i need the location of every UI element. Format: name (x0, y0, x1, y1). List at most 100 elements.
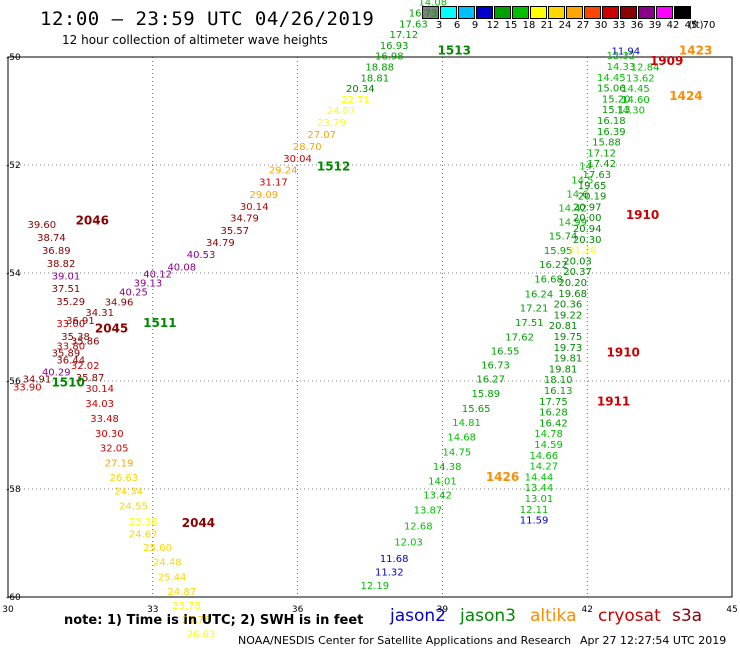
color-swatch (566, 6, 583, 19)
wave-height-point: 14.01 (428, 477, 457, 488)
wave-height-point: 34.79 (206, 238, 235, 249)
wave-height-point: 14.68 (447, 432, 476, 443)
wave-height-point: 14.30 (616, 106, 645, 117)
color-swatch (494, 6, 511, 19)
color-scale-label: 36 (630, 20, 644, 31)
footer-timestamp: Apr 27 12:27:54 UTC 2019 (580, 634, 727, 647)
color-swatch (620, 6, 637, 19)
wave-height-point: 12.84 (631, 63, 660, 74)
color-swatch (530, 6, 547, 19)
x-tick-label: 33 (147, 605, 158, 615)
page-title: 12:00 – 23:59 UTC 04/26/2019 (40, 8, 375, 30)
track-number-label: 1909 (650, 54, 683, 68)
wave-height-point: 20.03 (563, 256, 592, 267)
footer-credit: NOAA/NESDIS Center for Satellite Applica… (238, 634, 572, 647)
wave-height-point: 14.75 (443, 448, 472, 459)
y-tick-label: -52 (6, 161, 21, 171)
x-tick-label: 45 (726, 605, 737, 615)
wave-height-point: 20.30 (573, 235, 602, 246)
wave-height-point: 14.27 (529, 462, 558, 473)
wave-height-point: 16.73 (409, 9, 438, 20)
wave-height-point: 17.63 (399, 19, 428, 30)
color-scale-label: 18 (522, 20, 536, 31)
wave-height-point: 38.82 (47, 259, 76, 270)
wave-height-point: 16.28 (539, 408, 568, 419)
wave-height-point: 14.81 (452, 418, 481, 429)
wave-height-point: 14.08 (418, 0, 447, 9)
wave-height-point: 40.08 (167, 262, 196, 273)
color-scale-label: 24 (558, 20, 572, 31)
wave-height-point: 24.48 (153, 558, 182, 569)
wave-height-point: 34.96 (105, 297, 134, 308)
track-number-label: 1423 (679, 43, 712, 57)
wave-height-point: 30.14 (240, 202, 269, 213)
wave-height-point: 36.89 (42, 246, 71, 257)
track-number-label: 1910 (626, 208, 659, 222)
wave-height-point: 11.59 (520, 516, 549, 527)
wave-height-point: 14.45 (597, 73, 626, 84)
wave-height-point: 12.11 (520, 505, 549, 516)
color-scale-label: 33 (612, 20, 626, 31)
wave-height-point: 21.26 (568, 246, 597, 257)
wave-height-point: 16.18 (597, 116, 626, 127)
track-number-label: 2045 (95, 321, 128, 335)
wave-height-point: 14.99 (558, 217, 587, 228)
color-scale-label: 45 (684, 20, 698, 31)
wave-height-point: 16.68 (534, 275, 563, 286)
wave-height-point: 15.20 (602, 94, 631, 105)
wave-height-point: 30.30 (95, 429, 124, 440)
wave-height-point: 29.24 (269, 166, 298, 177)
wave-height-point: 15.65 (462, 404, 491, 415)
color-scale-label: 12 (486, 20, 500, 31)
mission-label-altika: altika (530, 606, 577, 626)
color-swatch (440, 6, 457, 19)
wave-height-point: 13.44 (525, 483, 554, 494)
color-swatch (458, 6, 475, 19)
wave-height-point: 19.65 (578, 181, 607, 192)
wave-height-point: 15.89 (472, 389, 501, 400)
track-number-label: 1911 (597, 394, 630, 408)
color-scale-label: 27 (576, 20, 590, 31)
y-tick-label: -60 (6, 593, 21, 603)
color-scale-label: 9 (471, 20, 479, 31)
color-scale-swatches (422, 6, 692, 19)
wave-height-point: 14.38 (433, 462, 462, 473)
mission-label-s3a: s3a (672, 606, 703, 626)
wave-height-point: 16.42 (539, 418, 568, 429)
color-scale-label: 70 (702, 20, 716, 31)
wave-height-point: 18.10 (544, 375, 573, 386)
wave-height-point: 19.81 (554, 354, 583, 365)
mission-label-cryosat: cryosat (598, 606, 661, 626)
wave-height-point: 17.63 (583, 170, 612, 181)
wave-height-point: 17.62 (505, 333, 534, 344)
wave-height-point: 40.12 (143, 269, 172, 280)
wave-height-point: 26.63 (187, 630, 216, 641)
color-swatch (512, 6, 529, 19)
wave-height-point: 31.17 (259, 178, 288, 189)
color-scale-label: 42 (666, 20, 680, 31)
wave-height-point: 27.19 (105, 458, 134, 469)
wave-height-point: 20.36 (554, 300, 583, 311)
wave-height-point: 35.87 (76, 373, 105, 384)
wave-height-point: 19.22 (554, 310, 583, 321)
wave-height-point: 15.06 (597, 84, 626, 95)
wave-height-point: 20.97 (573, 202, 602, 213)
wave-height-point: 15.74 (549, 232, 578, 243)
wave-height-point: 25.76 (182, 615, 211, 626)
wave-height-point: 15.95 (544, 246, 573, 257)
wave-height-point: 25.60 (143, 543, 172, 554)
page-subtitle: 12 hour collection of altimeter wave hei… (62, 33, 328, 47)
wave-height-point: 13.42 (423, 491, 452, 502)
wave-height-point: 16.98 (375, 52, 404, 63)
wave-height-point: 20.94 (573, 224, 602, 235)
wave-height-point: 36.44 (56, 356, 85, 367)
y-tick-label: -58 (6, 485, 21, 495)
wave-height-point: 25.44 (158, 572, 187, 583)
wave-height-point: 40.53 (187, 250, 216, 261)
wave-height-point: 24.67 (129, 530, 158, 541)
wave-height-point: 17.51 (515, 318, 544, 329)
wave-height-point: 32.05 (100, 444, 129, 455)
wave-height-point: 17.12 (587, 148, 616, 159)
wave-height-point: 24.55 (119, 502, 148, 513)
